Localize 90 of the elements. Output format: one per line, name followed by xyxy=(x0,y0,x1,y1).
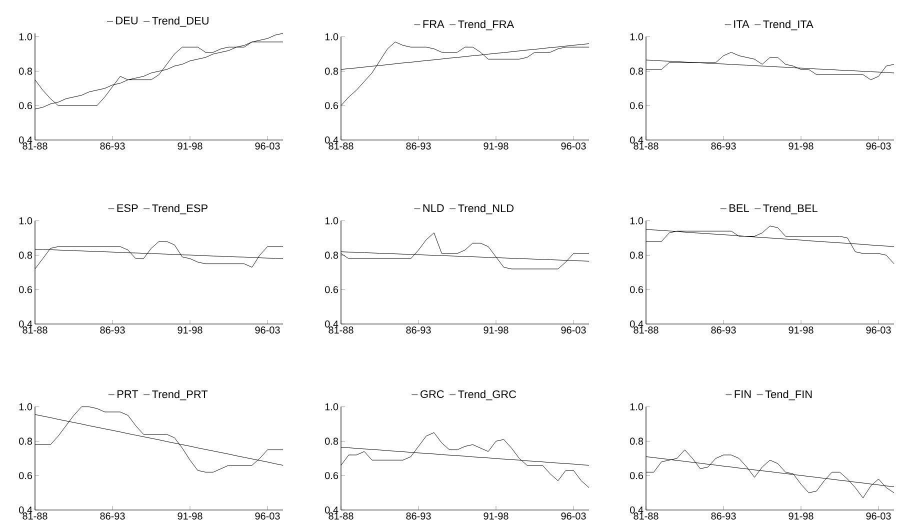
y-tick-label: 0.4 xyxy=(19,136,32,144)
legend-label: Trend_DEU xyxy=(152,16,208,27)
x-tick-label: 81-88 xyxy=(328,512,354,520)
y-tick-label: 1.0 xyxy=(19,403,32,410)
x-tick-label: 86-93 xyxy=(100,512,125,520)
y-tick-label: 1.0 xyxy=(325,217,338,224)
x-tick-label: 91-98 xyxy=(788,142,814,150)
x-tick-label: 86-93 xyxy=(406,142,431,150)
x-tick-label: 81-88 xyxy=(22,142,48,150)
x-tick-label: 86-93 xyxy=(711,512,736,520)
y-tick-label: 0.8 xyxy=(325,252,338,259)
y-tick-label: 1.0 xyxy=(19,217,32,224)
y-tick-label: 0.6 xyxy=(325,286,338,294)
legend-label: Trend_BEL xyxy=(763,204,818,214)
y-tick-label: 0.4 xyxy=(630,136,644,144)
y-tick-label: 0.8 xyxy=(630,68,644,75)
legend-label: Tend_FIN xyxy=(765,390,812,400)
x-tick-label: 91-98 xyxy=(788,326,814,334)
x-tick-label: 81-88 xyxy=(328,142,354,150)
y-tick-label: 0.4 xyxy=(325,320,338,328)
y-tick-label: 0.6 xyxy=(630,286,644,294)
x-tick-label: 81-88 xyxy=(634,142,658,150)
y-tick-label: 1.0 xyxy=(325,33,338,40)
y-tick-label: 0.4 xyxy=(325,136,338,144)
legend-label: PRT xyxy=(118,390,138,398)
x-tick-label: 91-98 xyxy=(484,326,508,334)
legend-label: Trend_PRT xyxy=(152,390,208,400)
x-tick-label: 86-93 xyxy=(406,326,431,334)
x-tick-label: 96-03 xyxy=(255,326,280,334)
x-tick-label: 86-93 xyxy=(100,326,125,334)
y-tick-label: 0.6 xyxy=(19,286,32,294)
y-tick-label: 0.4 xyxy=(630,506,644,514)
y-tick-label: 0.4 xyxy=(19,506,32,514)
legend-label: Trend_NLD xyxy=(458,204,514,214)
y-tick-label: 0.8 xyxy=(630,438,644,445)
x-tick-label: 96-03 xyxy=(561,512,586,520)
x-tick-label: 81-88 xyxy=(22,326,48,334)
legend-label: GRC xyxy=(420,390,444,398)
y-tick-label: 0.6 xyxy=(325,472,338,480)
y-tick-label: 0.8 xyxy=(630,252,644,259)
legend-label: Trend_ESP xyxy=(152,204,208,214)
x-tick-label: 96-03 xyxy=(561,142,586,150)
x-tick-label: 96-03 xyxy=(866,142,891,150)
legend-label: ESP xyxy=(117,204,138,212)
y-tick-label: 0.8 xyxy=(19,68,32,75)
legend-label: ITA xyxy=(734,20,750,28)
x-tick-label: 91-98 xyxy=(178,512,202,520)
x-tick-label: 81-88 xyxy=(634,326,658,334)
x-tick-label: 96-03 xyxy=(866,512,891,520)
y-tick-label: 0.8 xyxy=(19,438,32,445)
legend-label: NLD xyxy=(423,204,444,212)
x-tick-label: 81-88 xyxy=(328,326,354,334)
x-tick-label: 91-98 xyxy=(178,326,202,334)
x-tick-label: 96-03 xyxy=(255,512,280,520)
y-tick-label: 1.0 xyxy=(630,403,644,410)
legend-label: Trend_ITA xyxy=(763,20,814,30)
y-tick-label: 0.6 xyxy=(630,472,644,480)
legend-label: FRA xyxy=(423,20,444,28)
legend-label: BEL xyxy=(730,204,749,212)
x-tick-label: 91-98 xyxy=(788,512,814,520)
legend-label: FIN xyxy=(734,390,751,398)
x-tick-label: 81-88 xyxy=(634,512,658,520)
legend-label: Trend_GRC xyxy=(458,390,516,400)
x-tick-label: 86-93 xyxy=(711,326,736,334)
y-tick-label: 1.0 xyxy=(630,33,644,40)
x-tick-label: 91-98 xyxy=(178,142,202,150)
y-tick-label: 0.6 xyxy=(19,102,32,110)
x-tick-label: 81-88 xyxy=(22,512,48,520)
y-tick-label: 0.8 xyxy=(19,252,32,259)
y-tick-label: 1.0 xyxy=(19,33,32,40)
x-tick-label: 96-03 xyxy=(561,326,586,334)
x-tick-label: 86-93 xyxy=(406,512,431,520)
y-tick-label: 0.6 xyxy=(630,102,644,110)
y-tick-label: 0.4 xyxy=(630,320,644,328)
y-tick-label: 1.0 xyxy=(630,217,644,224)
y-tick-label: 1.0 xyxy=(325,403,338,410)
x-tick-label: 96-03 xyxy=(866,326,891,334)
y-tick-label: 0.4 xyxy=(325,506,338,514)
y-tick-label: 0.8 xyxy=(325,438,338,445)
x-tick-label: 86-93 xyxy=(711,142,736,150)
y-tick-label: 0.6 xyxy=(325,102,338,110)
x-tick-label: 91-98 xyxy=(484,512,508,520)
legend-label: DEU xyxy=(116,16,138,24)
legend-label: Trend_FRA xyxy=(458,20,514,30)
x-tick-label: 86-93 xyxy=(100,142,125,150)
x-tick-label: 96-03 xyxy=(255,142,280,150)
x-tick-label: 91-98 xyxy=(484,142,508,150)
y-tick-label: 0.6 xyxy=(19,472,32,480)
y-tick-label: 0.8 xyxy=(325,68,338,75)
y-tick-label: 0.4 xyxy=(19,320,32,328)
